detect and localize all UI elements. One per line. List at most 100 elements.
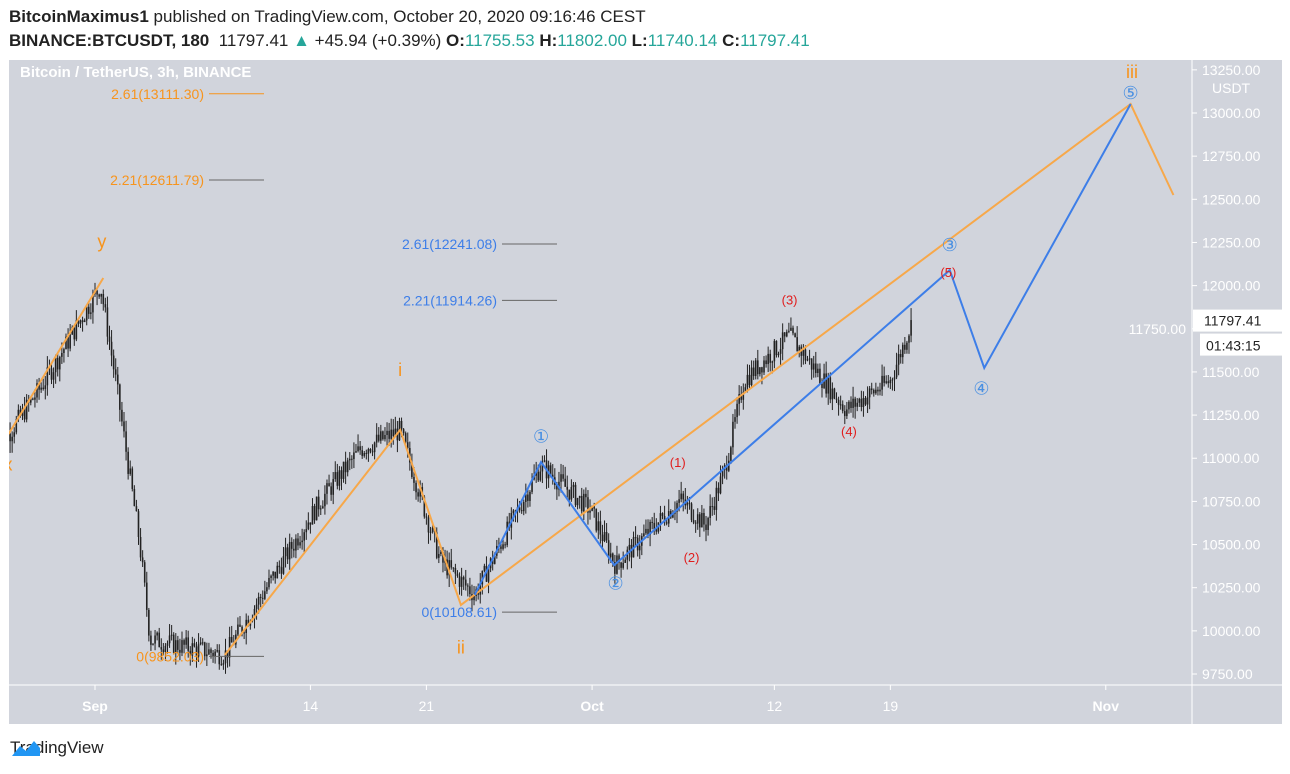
candle-body (605, 532, 608, 541)
wave-label: (4) (841, 424, 857, 439)
candle-body (226, 650, 229, 658)
price-tick-label: 11500.00 (1202, 364, 1260, 380)
candle-body (442, 552, 444, 563)
candle-body (897, 354, 900, 365)
candle-body (313, 506, 316, 521)
candle-body (773, 340, 776, 362)
candle-body (406, 442, 409, 449)
candle-body (875, 389, 877, 394)
candle-body (879, 389, 881, 392)
candle-body (172, 634, 175, 653)
candle-body (740, 394, 743, 400)
candle-body (899, 354, 902, 358)
candle-body (469, 586, 471, 595)
candle-body (322, 506, 324, 509)
candle-body (280, 567, 283, 574)
candle-body (32, 398, 34, 400)
wave-label: ③ (942, 235, 958, 255)
candle-body (518, 507, 521, 511)
candle-body (143, 562, 146, 583)
candle-body (829, 377, 832, 400)
candle-body (193, 643, 196, 647)
close-label: C: (722, 31, 741, 50)
candle-body (707, 517, 709, 530)
price-tick-label: 12250.00 (1202, 234, 1261, 250)
candle-body (841, 404, 844, 412)
low-value: 11740.14 (647, 31, 718, 50)
candle-body (380, 431, 382, 441)
candle-body (351, 458, 353, 460)
candle-body (812, 363, 815, 370)
candle-body (116, 374, 119, 385)
wave-label: ② (608, 573, 624, 593)
candle-body (522, 501, 525, 512)
candle-body (264, 591, 266, 599)
candle-body (614, 561, 616, 574)
candle-body (752, 367, 755, 377)
price-chart[interactable]: Bitcoin / TetherUS, 3h, BINANCE 2.61(1311… (9, 60, 1282, 724)
candle-body (883, 375, 885, 383)
candle-body (373, 442, 376, 453)
blue-fib-label: 0(10108.61) (421, 604, 497, 620)
candle-body (634, 537, 637, 539)
candle-body (270, 575, 272, 578)
high-label: H: (539, 31, 558, 50)
candle-body (29, 398, 32, 403)
candle-body (330, 486, 332, 495)
candle-body (612, 553, 614, 562)
candle-body (164, 645, 167, 652)
candle-body (220, 664, 223, 666)
candle-body (771, 361, 774, 363)
countdown-text: 01:43:15 (1206, 338, 1261, 354)
wave-label: (5) (940, 265, 956, 280)
candle-body (261, 597, 264, 599)
price-axis[interactable] (1192, 60, 1282, 724)
candle-body (574, 484, 577, 506)
candle-body (570, 486, 573, 500)
candle-body (272, 571, 274, 576)
chart-area[interactable]: Bitcoin / TetherUS, 3h, BINANCE 2.61(1311… (9, 60, 1282, 724)
candle-body (846, 409, 848, 417)
candle-body (767, 353, 769, 365)
candle-body (208, 649, 210, 655)
wave-label: ⑤ (1123, 83, 1139, 103)
candle-body (237, 624, 239, 635)
candle-body (757, 360, 759, 375)
candle-body (877, 389, 879, 392)
candle-body (40, 387, 42, 390)
candle-body (353, 452, 355, 460)
candle-body (344, 461, 347, 473)
candle-body (266, 587, 268, 592)
candle-body (394, 428, 397, 437)
price-tick-label: 10500.00 (1202, 537, 1261, 553)
candle-body (624, 559, 627, 563)
candle-body (618, 555, 620, 563)
candle-body (152, 643, 154, 645)
price-tick-label: 10250.00 (1202, 580, 1261, 596)
candle-body (104, 304, 107, 308)
candle-body (319, 508, 322, 510)
candle-body (67, 336, 69, 349)
candle-body (860, 398, 863, 408)
candle-body (15, 419, 18, 433)
candle-body (417, 492, 419, 497)
candle-body (856, 402, 859, 407)
price-tick-label: 12500.00 (1202, 191, 1261, 207)
candle-body (514, 510, 517, 512)
candle-body (746, 374, 749, 388)
candle-body (837, 399, 840, 405)
candle-body (415, 482, 417, 493)
candle-body (500, 546, 502, 549)
candle-body (411, 462, 413, 477)
candle-body (597, 521, 600, 531)
candle-body (893, 377, 896, 380)
symbol-info: BINANCE:BTCUSDT, 180 11797.41 ▲ +45.94 (… (9, 31, 810, 51)
author[interactable]: BitcoinMaximus1 (9, 7, 149, 26)
symbol: BINANCE:BTCUSDT, 180 (9, 31, 210, 50)
candle-body (852, 398, 854, 408)
candle-body (290, 541, 293, 549)
candle-body (305, 529, 308, 533)
candle-body (643, 533, 645, 537)
candle-body (607, 540, 610, 558)
candle-body (382, 431, 384, 440)
